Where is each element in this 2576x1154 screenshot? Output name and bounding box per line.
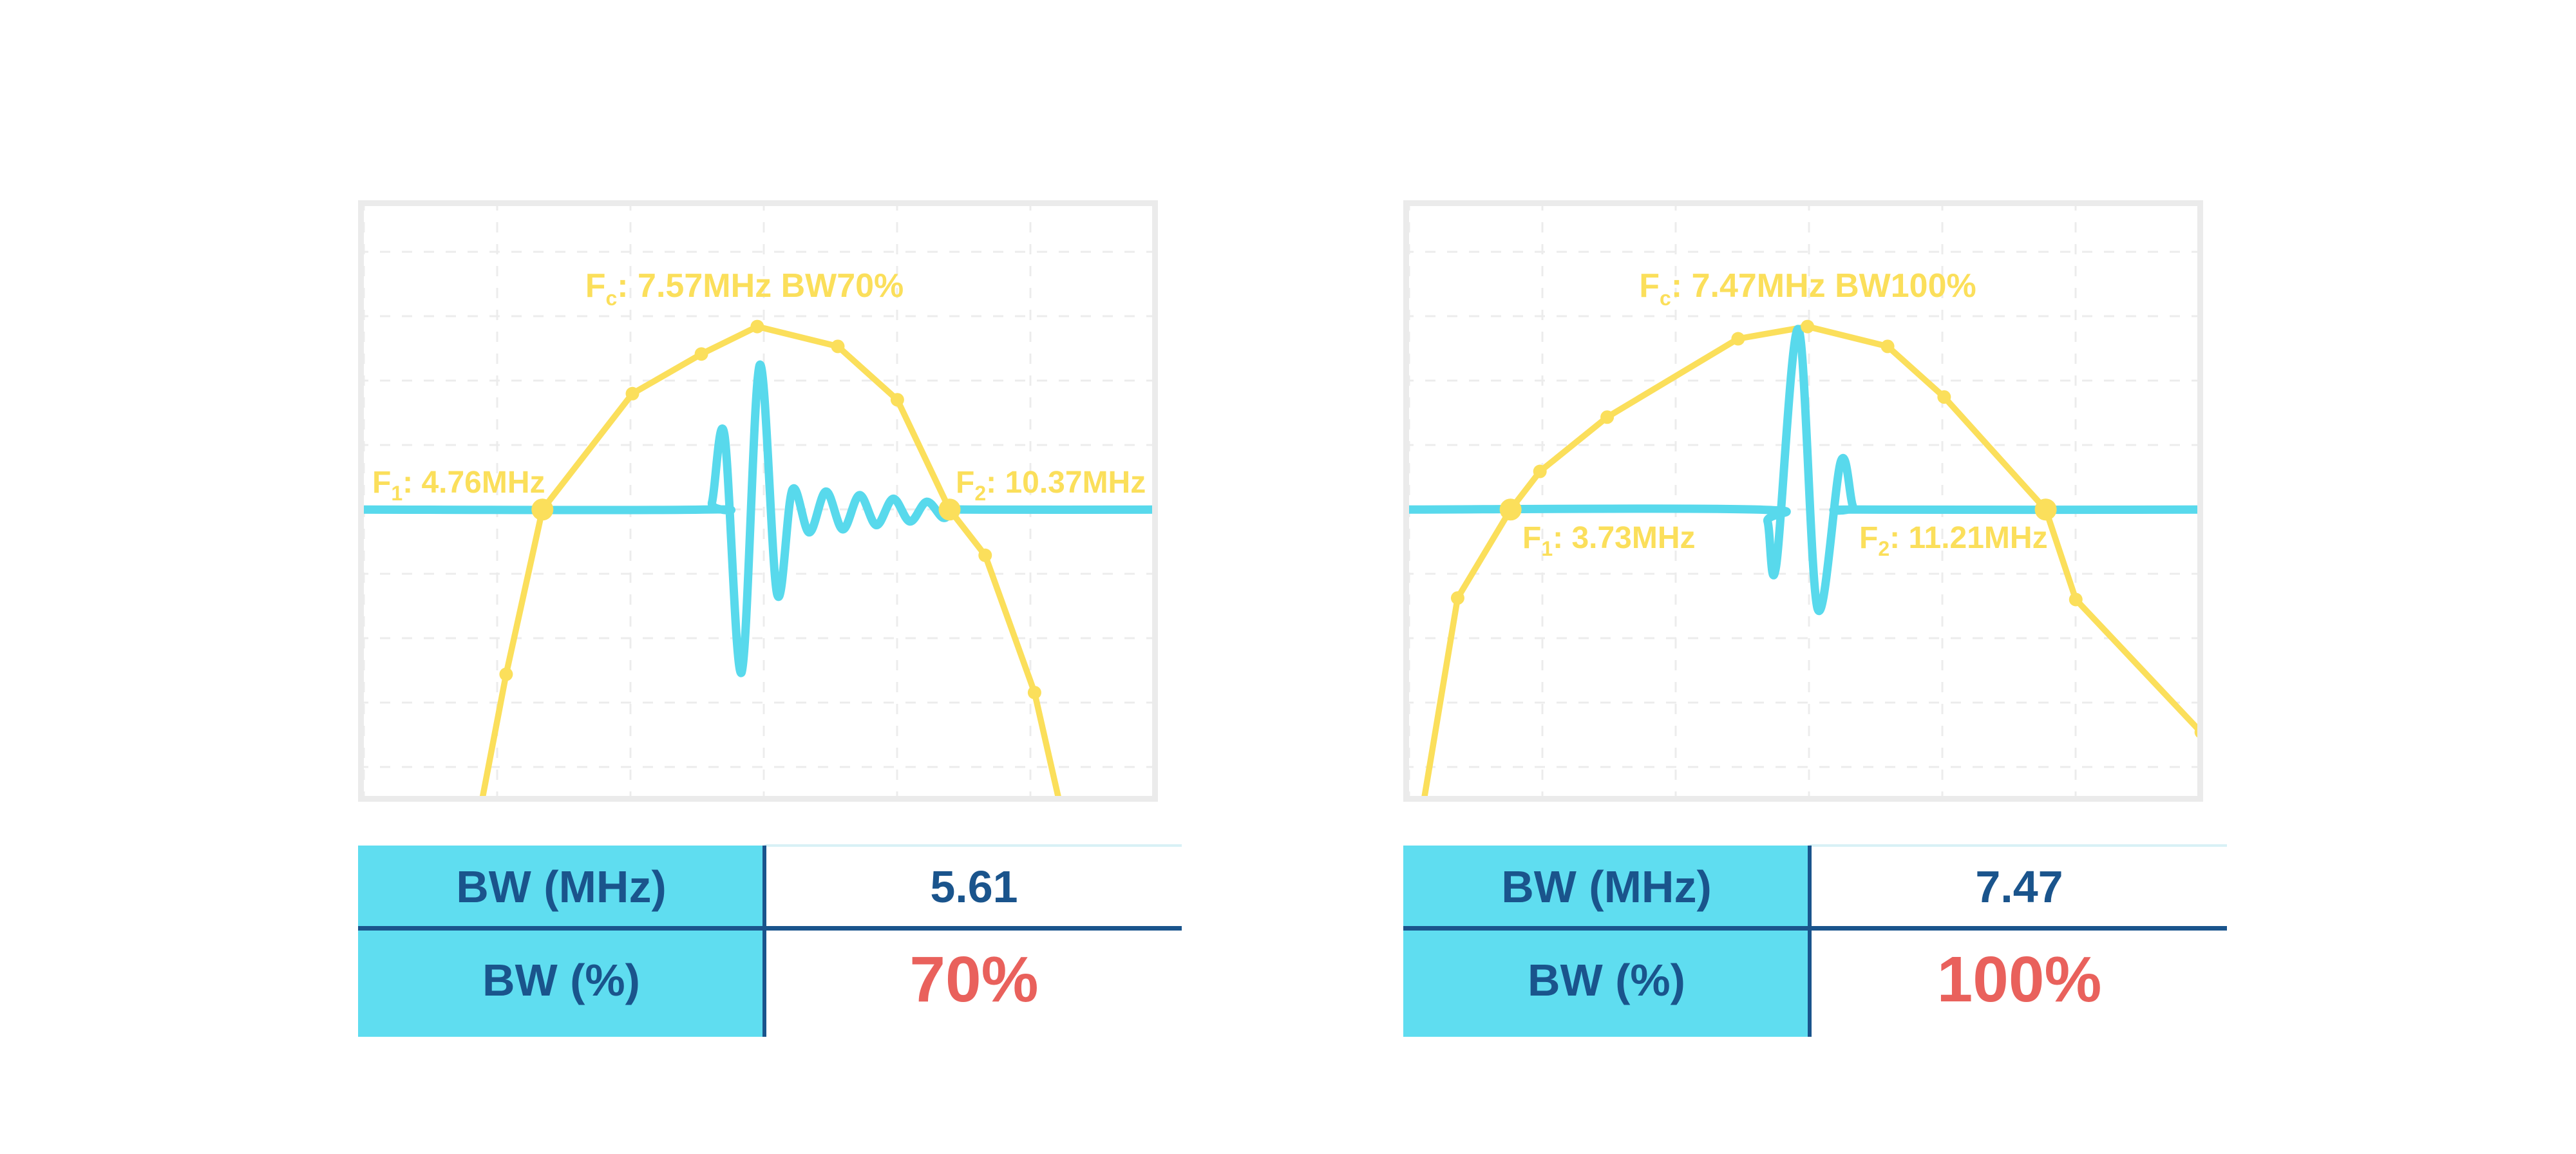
table-vertical-divider bbox=[762, 846, 766, 1037]
bw-mhz-value: 7.47 bbox=[1975, 862, 2063, 912]
spectrum-marker bbox=[499, 667, 513, 681]
table-label-column bbox=[1403, 846, 1810, 1037]
spectrum-marker bbox=[1450, 591, 1464, 605]
pulse-waveform bbox=[358, 361, 1158, 677]
bw-pct-label: BW (%) bbox=[482, 955, 640, 1005]
f1-annotation: F1: 4.76MHz bbox=[372, 466, 545, 505]
bw-pct-value: 70% bbox=[909, 943, 1039, 1016]
spectrum-marker bbox=[1937, 390, 1951, 404]
spectrum-marker bbox=[1801, 319, 1815, 334]
spectrum-marker bbox=[694, 347, 708, 361]
spectrum-marker bbox=[831, 339, 845, 354]
table-vertical-divider bbox=[1808, 846, 1812, 1037]
spectrum-curve bbox=[478, 323, 1063, 802]
table-label-column bbox=[358, 846, 764, 1037]
spectrum-marker bbox=[890, 393, 904, 407]
spectrum-chart-100pct: Fc: 7.47MHz BW100% F1: 3.73MHz F2: 11.21… bbox=[1403, 200, 2203, 802]
spectrum-marker bbox=[1027, 685, 1041, 699]
band-edge-marker bbox=[2034, 498, 2057, 521]
table-top-rule bbox=[764, 844, 1182, 847]
f2-annotation: F2: 11.21MHz bbox=[1859, 521, 2048, 560]
spectrum-marker bbox=[625, 386, 639, 401]
table-top-rule bbox=[1810, 844, 2227, 847]
bw-mhz-label: BW (MHz) bbox=[1501, 862, 1712, 912]
f2-annotation: F2: 10.37MHz bbox=[956, 466, 1146, 505]
spectrum-curve bbox=[1420, 323, 2203, 802]
bandwidth-table-70pct: BW (MHz) 5.61 BW (%) 70% bbox=[358, 844, 1182, 1038]
band-edge-marker bbox=[1499, 498, 1522, 521]
spectrum-marker bbox=[978, 548, 992, 562]
spectrum-marker bbox=[1731, 332, 1745, 346]
bandwidth-table-100pct: BW (MHz) 7.47 BW (%) 100% bbox=[1403, 844, 2227, 1038]
spectrum-marker bbox=[2069, 592, 2083, 607]
spectrum-chart-70pct: Fc: 7.57MHz BW70% F1: 4.76MHz F2: 10.37M… bbox=[358, 200, 1158, 802]
fc-annotation: Fc: 7.57MHz BW70% bbox=[585, 267, 904, 310]
chart-series bbox=[358, 319, 1158, 802]
band-edge-marker bbox=[531, 498, 554, 521]
table-horizontal-divider bbox=[1403, 926, 2227, 931]
spectrum-marker bbox=[750, 319, 764, 334]
f1-annotation: F1: 3.73MHz bbox=[1522, 521, 1696, 560]
pulse-waveform bbox=[1403, 325, 2203, 616]
bw-mhz-label: BW (MHz) bbox=[456, 862, 667, 912]
band-edge-marker bbox=[938, 498, 961, 521]
table-horizontal-divider bbox=[358, 926, 1182, 931]
spectrum-marker bbox=[1880, 339, 1895, 354]
spectrum-marker bbox=[1600, 410, 1615, 424]
plot-frame bbox=[358, 200, 1158, 802]
bw-pct-value: 100% bbox=[1937, 943, 2102, 1016]
fc-annotation: Fc: 7.47MHz BW100% bbox=[1639, 267, 1976, 310]
chart-series bbox=[1403, 319, 2203, 802]
bw-mhz-value: 5.61 bbox=[930, 862, 1018, 912]
plot-frame bbox=[1403, 200, 2203, 802]
spectrum-marker bbox=[1533, 464, 1547, 478]
bw-pct-label: BW (%) bbox=[1528, 955, 1685, 1005]
